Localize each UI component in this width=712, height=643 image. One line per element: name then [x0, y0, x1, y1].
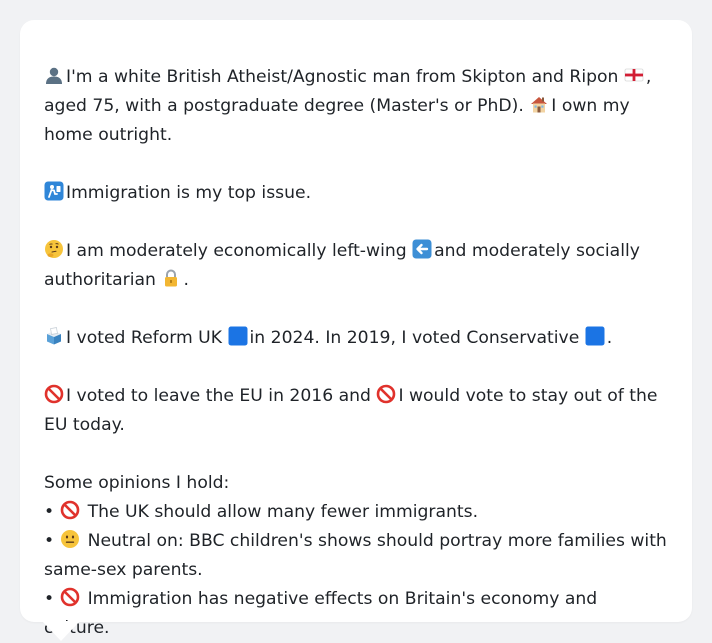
- top-issue-text: Immigration is my top issue.: [66, 183, 312, 203]
- person-silhouette-icon: [44, 65, 64, 85]
- ideology-text-3: .: [183, 270, 189, 290]
- prohibited-icon: [376, 384, 396, 404]
- prohibited-icon: [44, 384, 64, 404]
- list-item: • Neutral on: BBC children's shows shoul…: [44, 527, 668, 585]
- opinions-heading: Some opinions I hold:: [44, 473, 230, 493]
- opinion-text: Immigration has negative effects on Brit…: [44, 589, 598, 638]
- bullet: •: [44, 502, 55, 522]
- eu-text-1: I voted to leave the EU in 2016 and: [66, 386, 371, 406]
- list-item: • Immigration has negative effects on Br…: [44, 585, 668, 643]
- opinions-list: • The UK should allow many fewer immigra…: [44, 498, 668, 643]
- prohibited-icon: [60, 500, 80, 520]
- intro-paragraph: I'm a white British Atheist/Agnostic man…: [44, 63, 668, 150]
- votes-text-1: I voted Reform UK: [66, 328, 223, 348]
- bullet: •: [44, 589, 55, 609]
- intro-text-3: I own my home outright.: [44, 96, 630, 145]
- prohibited-icon: [60, 587, 80, 607]
- votes-text-3: .: [606, 328, 613, 348]
- intro-text-1: I'm a white British Atheist/Agnostic man…: [66, 67, 619, 87]
- ideology-text-2: and moderately socially authoritarian: [44, 241, 640, 290]
- left-arrow-icon: [412, 239, 432, 259]
- eu-text-2: I would vote to stay out of the EU today…: [44, 386, 658, 435]
- opinions-section: Some opinions I hold: • The UK should al…: [44, 469, 668, 643]
- list-item: • The UK should allow many fewer immigra…: [44, 498, 668, 527]
- persona-card: I'm a white British Atheist/Agnostic man…: [20, 20, 692, 638]
- ideology-text-1: I am moderately economically left-wing: [66, 241, 407, 261]
- speech-bubble-pointer: [42, 621, 80, 641]
- opinion-text: Neutral on: BBC children's shows should …: [44, 531, 667, 580]
- england-flag-icon: [624, 65, 644, 85]
- intro-text-2: , aged 75, with a postgraduate degree (M…: [44, 67, 652, 116]
- lock-icon: [161, 268, 181, 288]
- votes-paragraph: I voted Reform UK in 2024. In 2019, I vo…: [44, 324, 668, 353]
- house-icon: [529, 94, 549, 114]
- passport-control-icon: [44, 181, 64, 201]
- top-issue-paragraph: Immigration is my top issue.: [44, 179, 668, 208]
- blue-square-icon: [585, 326, 605, 346]
- eu-paragraph: I voted to leave the EU in 2016 and I wo…: [44, 382, 668, 440]
- opinion-text: The UK should allow many fewer immigrant…: [87, 502, 479, 522]
- bullet: •: [44, 531, 55, 551]
- thinking-face-icon: [44, 239, 64, 259]
- ideology-paragraph: I am moderately economically left-wing a…: [44, 237, 668, 295]
- votes-text-2: in 2024. In 2019, I voted Conservative: [249, 328, 580, 348]
- neutral-face-icon: [60, 529, 80, 549]
- ballot-box-icon: [44, 326, 64, 346]
- blue-square-icon: [228, 326, 248, 346]
